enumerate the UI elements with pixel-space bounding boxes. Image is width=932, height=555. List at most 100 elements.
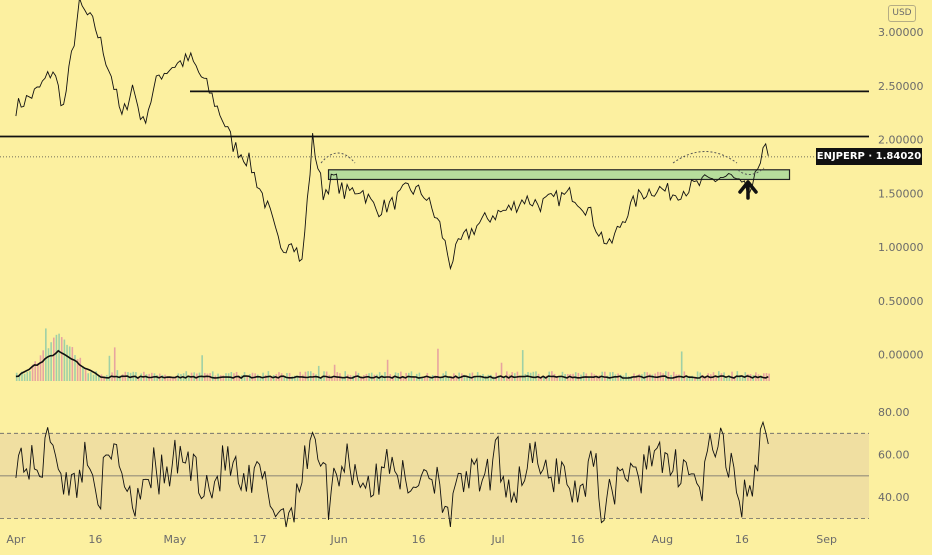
volume-bar — [535, 371, 537, 381]
volume-bar — [370, 372, 373, 381]
y-tick-label: 1.50000 — [878, 187, 924, 200]
volume-bar — [500, 362, 503, 381]
volume-bar — [378, 372, 381, 381]
volume-bar — [630, 376, 633, 381]
volume-bar — [37, 362, 39, 381]
volume-bar — [317, 365, 320, 381]
volume-bar — [246, 376, 248, 381]
y-tick-label: 0.50000 — [878, 295, 924, 308]
x-tick-label: Jul — [490, 533, 504, 546]
volume-bar — [121, 374, 124, 381]
volume-bars — [15, 328, 770, 381]
volume-bar — [172, 376, 174, 381]
x-tick-label: Aug — [652, 533, 673, 546]
volume-bar — [606, 375, 609, 381]
x-tick-label: 17 — [253, 533, 267, 546]
volume-bar — [18, 375, 21, 381]
volume-bar — [739, 375, 741, 381]
volume-bar — [532, 371, 535, 381]
volume-bar — [47, 348, 50, 381]
volume-bar — [188, 376, 190, 381]
volume-bar — [543, 375, 545, 381]
currency-badge[interactable]: USD — [888, 5, 916, 22]
volume-bar — [39, 355, 42, 381]
rsi-y-tick-label: 60.00 — [878, 449, 910, 462]
volume-bar — [672, 371, 675, 381]
up-arrow-icon — [738, 180, 758, 200]
x-tick-label: 16 — [735, 533, 749, 546]
volume-bar — [402, 376, 405, 381]
volume-bar — [688, 375, 691, 381]
volume-bar — [741, 375, 744, 381]
arc-annotation-small — [737, 167, 765, 175]
horizontal-lines — [0, 90, 869, 138]
volume-bar — [166, 376, 169, 381]
y-axis-price[interactable]: 3.00000 2.50000 2.00000 1.50000 1.00000 0.500… — [878, 26, 924, 361]
volume-bar — [320, 376, 323, 381]
volume-bar — [479, 375, 482, 381]
volume-bar — [455, 375, 458, 381]
volume-bar — [29, 371, 31, 381]
volume-bar — [434, 375, 437, 381]
resistance-zone — [327, 169, 791, 181]
volume-bar — [82, 366, 84, 381]
volume-bar — [720, 373, 723, 381]
x-tick-label: 16 — [412, 533, 426, 546]
volume-bar — [291, 376, 294, 381]
volume-bar — [421, 376, 423, 381]
volume-bar — [283, 376, 286, 381]
volume-bar — [116, 370, 119, 381]
volume-bar — [68, 346, 71, 381]
volume-bar — [185, 371, 188, 381]
volume-bar — [609, 372, 611, 381]
x-tick-label: 16 — [88, 533, 102, 546]
volume-bar — [540, 376, 543, 381]
volume-bar — [211, 371, 214, 381]
volume-bar — [731, 371, 733, 381]
volume-bar — [429, 376, 431, 381]
volume-bar — [651, 374, 654, 381]
arc-annotation-left — [320, 152, 356, 164]
volume-bar — [400, 371, 402, 381]
volume-bar — [413, 376, 415, 381]
volume-bar — [702, 374, 704, 381]
rsi-guides — [0, 432, 869, 519]
volume-bar — [559, 376, 561, 381]
volume-bar — [344, 371, 347, 381]
volume-bar — [643, 371, 646, 381]
volume-bar — [52, 337, 55, 381]
volume-bar — [45, 328, 47, 381]
volume-bar — [34, 361, 37, 381]
x-tick-label: May — [163, 533, 186, 546]
y-tick-label: 2.50000 — [878, 80, 924, 93]
volume-bar — [161, 374, 164, 381]
rsi-y-tick-label: 40.00 — [878, 491, 910, 504]
volume-bar — [21, 371, 23, 381]
volume-bar — [484, 375, 487, 381]
volume-bar — [58, 333, 60, 381]
volume-bar — [704, 376, 707, 381]
x-axis-time[interactable]: Apr 16 May 17 Jun 16 Jul 16 Aug 16 Sep — [6, 533, 837, 546]
volume-bar — [90, 372, 92, 381]
volume-bar — [23, 373, 26, 381]
volume-bar — [521, 350, 524, 381]
volume-ma-line — [15, 349, 769, 379]
rsi-y-tick-label: 80.00 — [878, 406, 910, 419]
volume-bar — [315, 374, 317, 381]
volume-bar — [42, 350, 44, 381]
y-tick-label: 1.00000 — [878, 241, 924, 254]
volume-bar — [333, 364, 336, 381]
volume-bar — [524, 373, 527, 381]
volume-bar — [439, 376, 442, 381]
volume-bar — [113, 347, 116, 381]
volume-bar — [103, 376, 105, 381]
volume-bar — [55, 334, 58, 381]
volume-bar — [598, 375, 601, 381]
volume-bar — [84, 368, 87, 381]
volume-bar — [466, 376, 468, 381]
y-axis-rsi[interactable]: 80.00 60.00 40.00 — [878, 406, 910, 504]
volume-bar — [638, 373, 641, 381]
volume-bar — [691, 375, 694, 381]
